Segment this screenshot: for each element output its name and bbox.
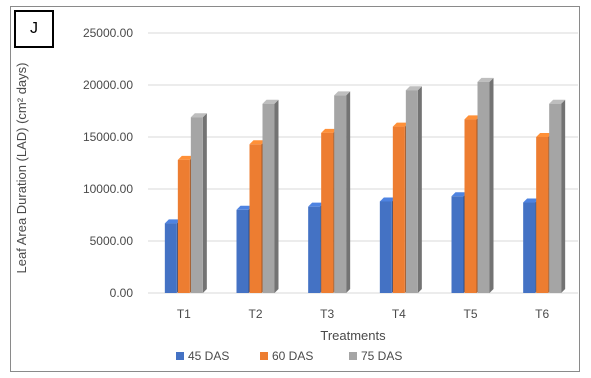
legend-item: 75 DAS <box>349 349 402 363</box>
bar-75-das-t6 <box>549 99 566 293</box>
bar-top <box>464 115 481 120</box>
y-tick-label: 10000.00 <box>83 182 133 196</box>
bar-front <box>523 202 536 293</box>
bar-75-das-t4 <box>405 86 422 293</box>
bar-side <box>489 77 494 293</box>
bar-top <box>392 122 409 127</box>
x-axis-ticks: T1 T2 T3 T4 T5 T6 <box>177 307 550 321</box>
bar-front <box>405 90 418 293</box>
bar-top <box>549 99 566 104</box>
bar-75-das-t1 <box>190 113 207 294</box>
x-tick-label: T4 <box>392 307 406 321</box>
bar-front <box>321 132 334 293</box>
bar-front <box>164 223 177 293</box>
bar-top <box>379 197 396 202</box>
bar-top <box>321 128 338 133</box>
bar-top <box>308 202 325 207</box>
x-axis-title: Treatments <box>320 328 386 343</box>
bar-75-das-t2 <box>262 99 279 293</box>
bars <box>164 77 566 294</box>
bar-75-das-t5 <box>477 77 494 293</box>
panel-label: J <box>14 10 54 48</box>
legend-label: 75 DAS <box>361 349 402 363</box>
legend-label: 60 DAS <box>272 349 313 363</box>
y-tick-label: 0.00 <box>110 286 134 300</box>
bar-top <box>536 133 553 137</box>
bar-front <box>334 95 347 294</box>
bar-top <box>405 86 422 91</box>
bar-top <box>190 113 207 118</box>
x-tick-label: T6 <box>535 307 549 321</box>
bar-front <box>464 119 477 293</box>
bar-top <box>477 77 494 82</box>
bar-75-das-t3 <box>334 91 351 294</box>
legend-swatch <box>349 352 357 360</box>
bar-front <box>536 137 549 293</box>
bar-front <box>308 206 321 293</box>
gridlines <box>148 32 578 294</box>
bar-side <box>561 99 566 293</box>
bar-front <box>190 117 203 294</box>
x-tick-label: T1 <box>177 307 191 321</box>
bar-top <box>523 198 540 203</box>
bar-front <box>177 159 190 293</box>
bar-side <box>202 113 207 294</box>
y-tick-label: 20000.00 <box>83 78 133 92</box>
legend-item: 45 DAS <box>176 349 229 363</box>
bar-front <box>379 201 392 293</box>
legend-item: 60 DAS <box>260 349 313 363</box>
bar-front <box>236 209 249 293</box>
y-tick-label: 25000.00 <box>83 26 133 40</box>
legend-swatch <box>176 352 184 360</box>
bar-side <box>346 91 351 294</box>
legend: 45 DAS 60 DAS 75 DAS <box>176 349 402 363</box>
y-tick-label: 15000.00 <box>83 130 133 144</box>
bar-front <box>249 144 262 293</box>
bar-side <box>417 86 422 293</box>
legend-swatch <box>260 352 268 360</box>
bar-front <box>477 81 490 293</box>
bar-top <box>177 155 194 160</box>
x-tick-label: T3 <box>320 307 334 321</box>
bar-front <box>392 126 405 293</box>
bar-top <box>249 140 266 145</box>
bar-top <box>334 91 351 96</box>
bar-front <box>262 103 275 293</box>
y-axis-title: Leaf Area Duration (LAD) (cm² days) <box>14 63 29 274</box>
bar-front <box>549 103 562 293</box>
x-tick-label: T5 <box>463 307 477 321</box>
y-tick-label: 5000.00 <box>90 234 134 248</box>
bar-top <box>236 205 253 210</box>
bar-top <box>164 219 181 224</box>
bar-front <box>451 196 464 293</box>
legend-label: 45 DAS <box>188 349 229 363</box>
bar-top <box>451 192 468 197</box>
bar-side <box>274 99 279 293</box>
bar-top <box>262 99 279 104</box>
y-axis-ticks: 0.00 5000.00 10000.00 15000.00 20000.00 25000… <box>83 26 133 300</box>
x-tick-label: T2 <box>248 307 262 321</box>
